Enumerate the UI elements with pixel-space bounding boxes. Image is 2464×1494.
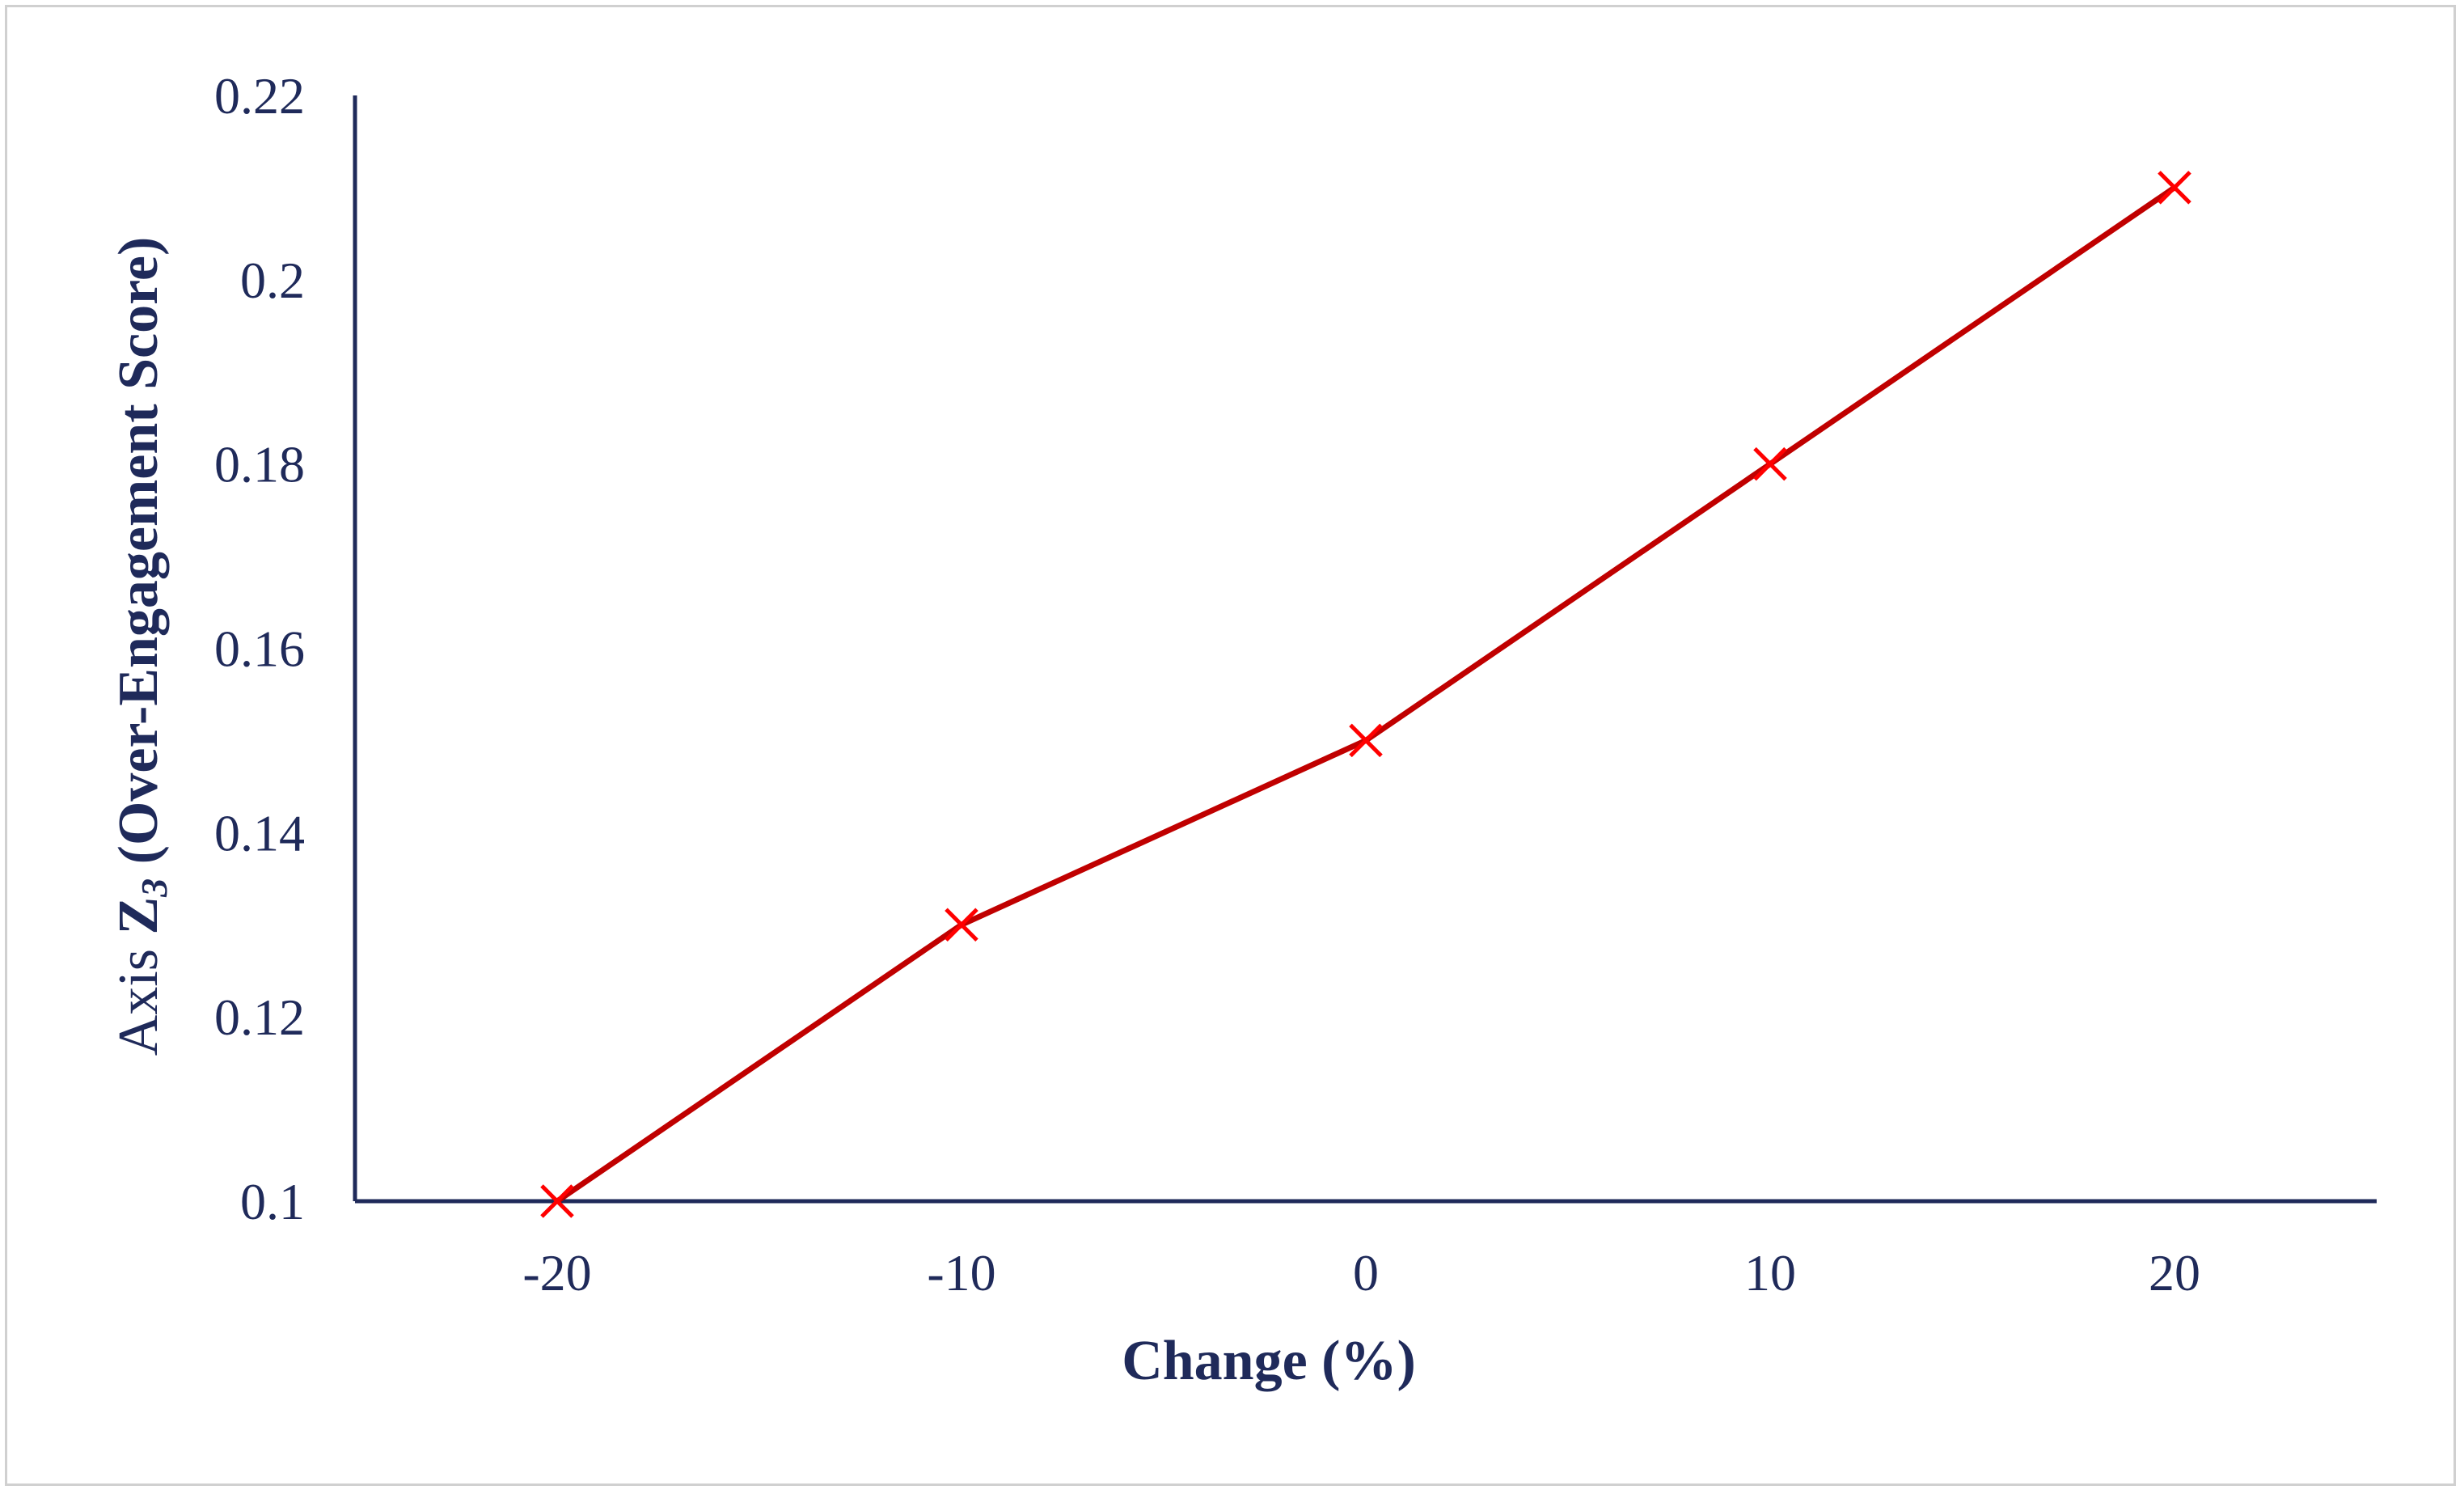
line-chart: 0.1 0.12 0.14 0.16 0.18 0.2 0.22 -20 -10 0 10 20 C… xyxy=(108,67,2377,1392)
series-line xyxy=(556,185,2176,1204)
x-axis-ticks: -20 -10 0 10 20 xyxy=(522,1244,2200,1301)
y-axis-ticks: 0.1 0.12 0.14 0.16 0.18 0.2 0.22 xyxy=(214,67,305,1230)
y-axis-title-subscript: 3 xyxy=(133,878,175,898)
y-tick-label: 0.22 xyxy=(214,67,305,125)
marker-stroke xyxy=(1753,447,1787,481)
y-axis-title: Axis Z3 (Over-Engagement Score) xyxy=(108,237,175,1056)
y-axis-title-suffix: (Over-Engagement Score) xyxy=(108,237,170,878)
y-tick-label: 0.14 xyxy=(214,804,305,861)
data-point-marker xyxy=(1349,723,1383,758)
data-point-marker xyxy=(945,908,978,942)
marker-stroke xyxy=(2158,171,2191,205)
x-tick-label: 20 xyxy=(2149,1244,2200,1301)
x-tick-label: -20 xyxy=(522,1244,591,1301)
data-point-marker xyxy=(2158,171,2191,205)
y-tick-label: 0.16 xyxy=(214,620,305,678)
marker-stroke xyxy=(540,1184,574,1218)
y-axis-title-symbol: Z xyxy=(108,897,170,935)
x-axis-title: Change (%) xyxy=(1122,1330,1416,1392)
y-tick-label: 0.2 xyxy=(240,252,305,309)
x-tick-label: -10 xyxy=(927,1244,995,1301)
marker-stroke xyxy=(1349,723,1383,758)
y-axis-title-prefix: Axis xyxy=(108,935,170,1056)
y-tick-label: 0.18 xyxy=(214,436,305,493)
x-tick-label: 10 xyxy=(1744,1244,1796,1301)
chart-frame: 0.1 0.12 0.14 0.16 0.18 0.2 0.22 -20 -10 0 10 20 C… xyxy=(5,5,2456,1486)
y-tick-label: 0.12 xyxy=(214,988,305,1046)
data-point-marker xyxy=(1753,447,1787,481)
marker-stroke xyxy=(945,908,978,942)
data-point-marker xyxy=(540,1184,574,1218)
series-layer xyxy=(540,171,2191,1218)
x-tick-label: 0 xyxy=(1353,1244,1379,1301)
y-tick-label: 0.1 xyxy=(240,1173,305,1230)
